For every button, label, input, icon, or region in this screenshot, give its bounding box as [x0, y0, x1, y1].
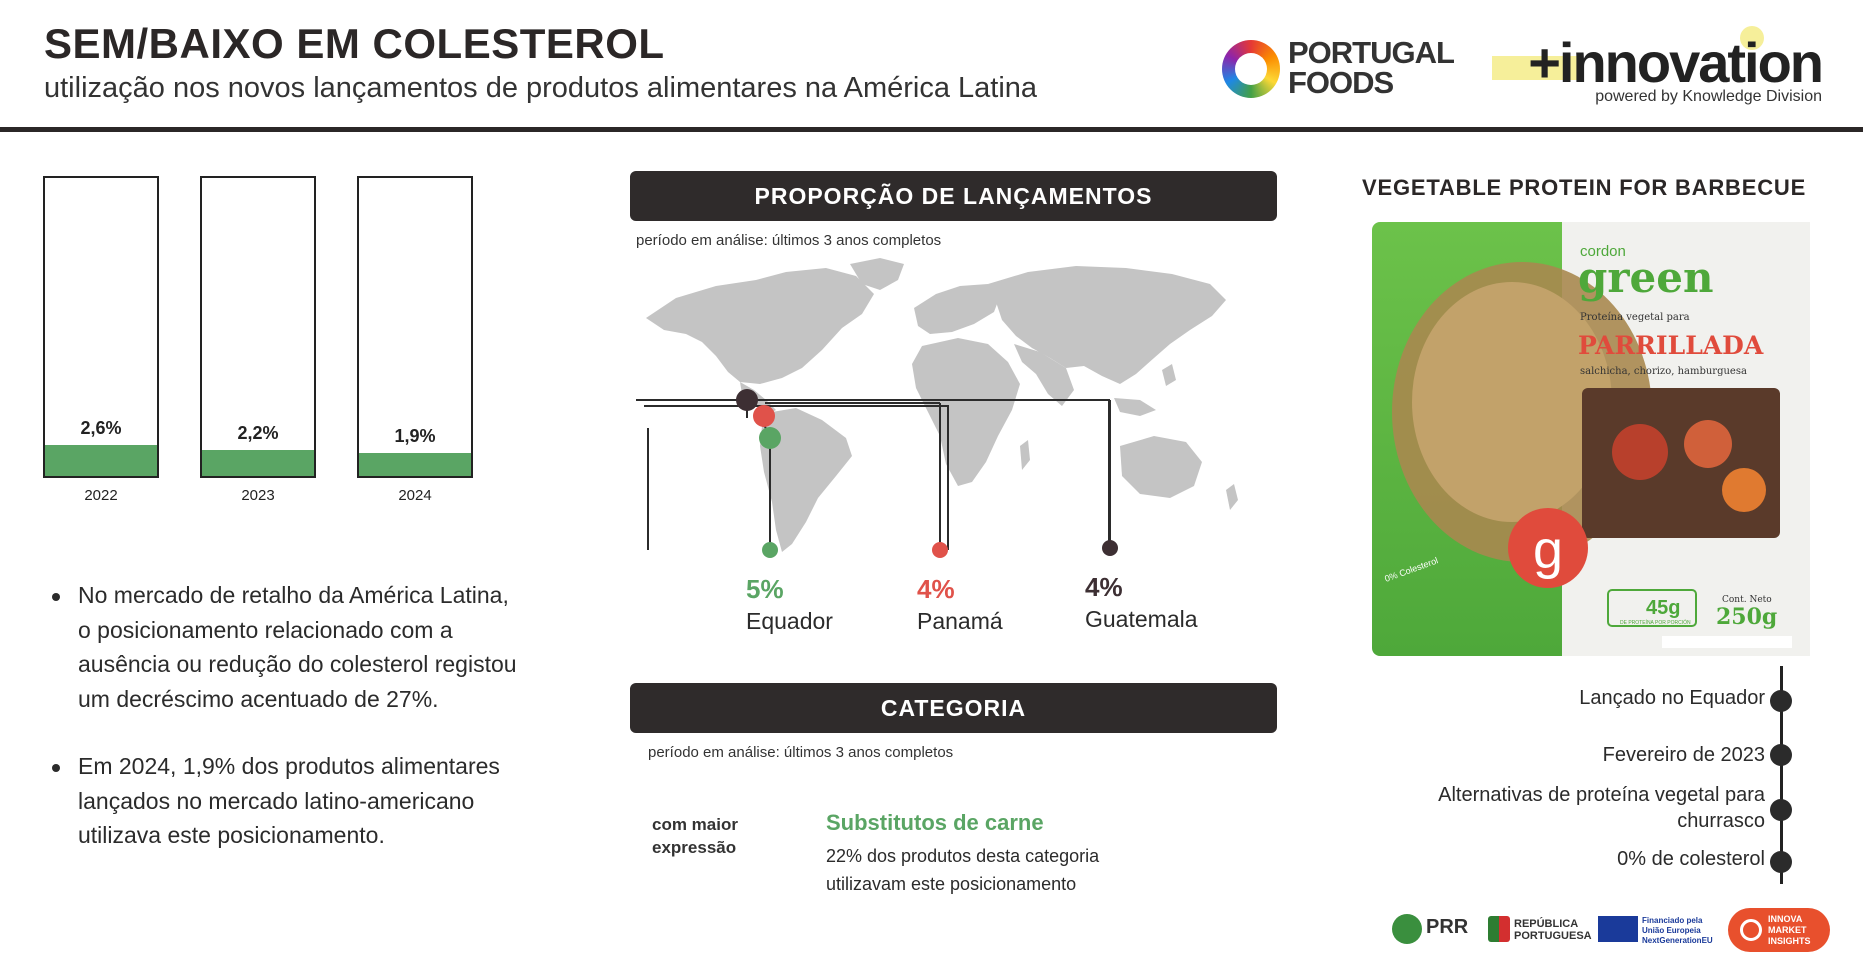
package-brand: green — [1578, 253, 1713, 302]
bar-year-label-2022: 2022 — [84, 487, 118, 504]
timeline-dot-4 — [1770, 851, 1792, 873]
bar-2024: 1,9% — [357, 176, 473, 478]
republica-line-2: PORTUGUESA — [1514, 930, 1592, 942]
innova-logo-icon — [1740, 919, 1762, 941]
eu-flag-icon — [1598, 916, 1638, 942]
bar-year-label-2023: 2023 — [241, 487, 275, 504]
category-banner: CATEGORIA — [630, 683, 1277, 733]
bar-2022: 2,6% — [43, 176, 159, 478]
portugal-foods-ring-icon — [1222, 40, 1280, 98]
package-tagline: Proteína vegetal para — [1580, 312, 1690, 323]
package-brand-top: cordon — [1580, 243, 1626, 260]
product-package-image: cordon green Proteína vegetal para PARRI… — [1372, 222, 1810, 656]
package-product-name: PARRILLADA — [1578, 331, 1764, 360]
innovation-dot-icon — [1740, 26, 1764, 50]
innova-line-3: INSIGHTS — [1768, 936, 1811, 946]
grill-sausage-1 — [1612, 424, 1668, 480]
grill-sausage-2 — [1684, 420, 1732, 468]
timeline-dot-2 — [1770, 744, 1792, 766]
finding-2024-share: Em 2024, 1,9% dos produtos alimentares l… — [48, 749, 518, 853]
eu-line-2: União Europeia — [1642, 926, 1701, 935]
innovation-highlight — [1492, 56, 1582, 80]
bar-fill-2022 — [45, 445, 157, 476]
package-net-weight: 250g — [1716, 604, 1777, 630]
footer-logos: PRR REPÚBLICA PORTUGUESA Financiado pela… — [1392, 908, 1832, 954]
eu-line-3: NextGenerationEU — [1642, 936, 1713, 945]
bar-fill-2024 — [359, 453, 471, 476]
innova-line-2: MARKET — [1768, 925, 1807, 935]
portugal-foods-word-2: FOODS — [1288, 65, 1394, 100]
proportion-banner: PROPORÇÃO DE LANÇAMENTOS — [630, 171, 1277, 221]
key-findings-list: No mercado de retalho da América Latina,… — [48, 578, 518, 886]
republica-portuguesa-icon — [1488, 916, 1510, 942]
package-protein-badge — [1607, 589, 1697, 627]
timeline-dot-1 — [1770, 690, 1792, 712]
package-protein: 45g — [1646, 597, 1680, 619]
prr-logo-icon — [1392, 914, 1422, 944]
proportion-period: período em análise: últimos 3 anos compl… — [636, 232, 942, 249]
bar-value-label-2022: 2,6% — [80, 418, 122, 438]
world-map — [636, 258, 1238, 552]
map-connectors — [636, 399, 1110, 550]
portugal-foods-logo: PORTUGAL FOODS — [1222, 35, 1462, 100]
innova-line-1: INNOVA — [1768, 914, 1803, 924]
category-description: 22% dos produtos desta categoria utiliza… — [826, 846, 1100, 894]
package-varieties: salchicha, chorizo, hamburguesa — [1580, 366, 1747, 377]
equador-name: Equador — [746, 608, 833, 634]
innovation-logo-text: +innovation — [1528, 31, 1824, 94]
prr-logo-text: PRR — [1426, 916, 1469, 938]
package-window-food — [1412, 282, 1612, 522]
timeline-dot-3 — [1770, 799, 1792, 821]
innovation-logo: +innovation powered by Knowledge Divisio… — [1492, 26, 1824, 110]
package-net-label: Cont. Neto — [1722, 595, 1772, 605]
package-g-logo — [1508, 508, 1588, 588]
bar-fill-2023 — [202, 450, 314, 476]
page-title: SEM/BAIXO EM COLESTEROL — [44, 20, 665, 67]
panama-percent: 4% — [917, 574, 955, 604]
package-grill-photo — [1582, 388, 1780, 538]
timeline-colesterol: 0% de colesterol — [1617, 848, 1765, 870]
connector-guatemala — [636, 399, 1110, 548]
timeline-launch-date: Fevereiro de 2023 — [1602, 744, 1765, 766]
bar-2023: 2,2% — [200, 176, 316, 478]
panama-name: Panamá — [917, 608, 1003, 634]
timeline-launch-country: Lançado no Equador — [1579, 687, 1765, 709]
bar-value-label-2024: 1,9% — [394, 426, 436, 446]
equador-percent: 5% — [746, 574, 784, 604]
grill-sausage-3 — [1722, 468, 1766, 512]
product-title: VEGETABLE PROTEIN FOR BARBECUE — [1362, 175, 1807, 200]
innova-logo: INNOVA MARKET INSIGHTS — [1728, 908, 1830, 952]
package-g-letter: g — [1533, 520, 1563, 580]
timeline-category: Alternativas de proteína vegetal para ch… — [1438, 784, 1765, 832]
eu-line-1: Financiado pela — [1642, 916, 1703, 925]
package-protein-sub: DE PROTEÍNA POR PORCIÓN — [1620, 619, 1691, 626]
innovation-logo-subtitle: powered by Knowledge Division — [1595, 88, 1822, 105]
republica-line-1: REPÚBLICA — [1514, 918, 1579, 930]
page-subtitle: utilização nos novos lançamentos de prod… — [44, 72, 1038, 104]
guatemala-percent: 4% — [1085, 572, 1123, 602]
product-timeline-line — [1780, 666, 1783, 884]
category-label: com maior expressão — [652, 815, 738, 857]
header-divider — [0, 127, 1863, 132]
bar-value-label-2023: 2,2% — [237, 423, 279, 443]
package-barcode — [1662, 636, 1792, 648]
category-period: período em análise: últimos 3 anos compl… — [648, 744, 954, 761]
world-map-continents — [646, 258, 1238, 552]
guatemala-name: Guatemala — [1085, 606, 1198, 632]
category-name: Substitutos de carne — [826, 810, 1044, 835]
finding-decrease: No mercado de retalho da América Latina,… — [48, 578, 518, 716]
bar-year-label-2024: 2024 — [398, 487, 432, 504]
portugal-foods-word-1: PORTUGAL — [1288, 35, 1455, 70]
